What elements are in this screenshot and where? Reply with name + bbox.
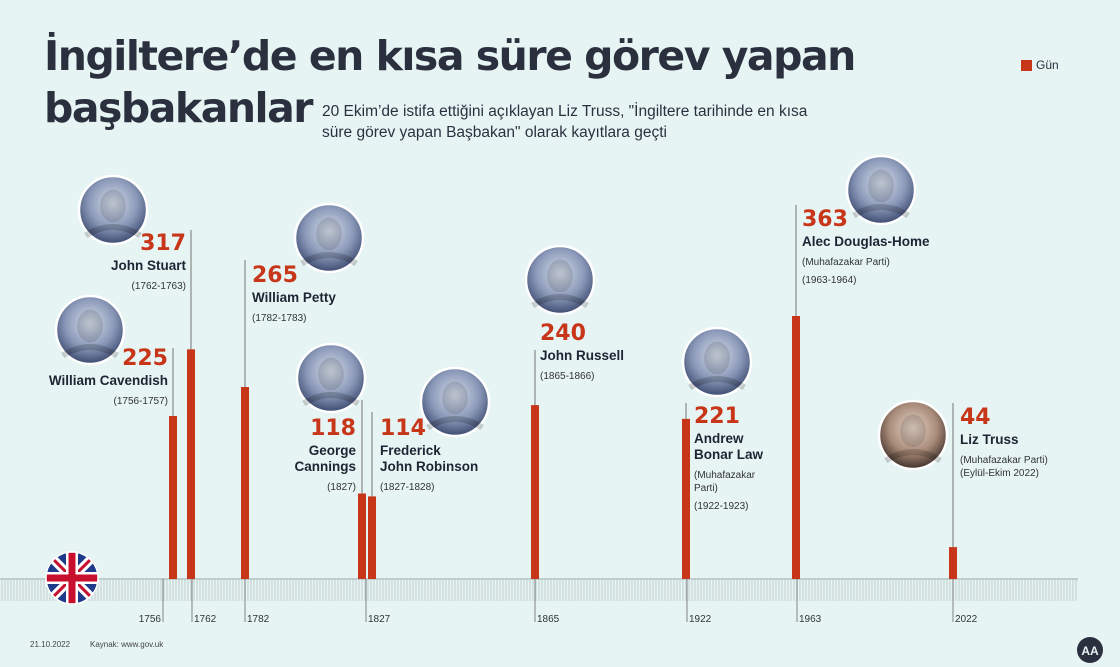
legend-swatch [1021, 59, 1032, 71]
portrait-photo [54, 294, 126, 366]
data-label-years: (1865-1866) [540, 371, 594, 382]
data-label-value: 240 [540, 321, 586, 346]
subtitle: 20 Ekim’de istifa ettiğini açıklayan Liz… [322, 101, 942, 143]
bar [368, 496, 376, 579]
title-line-1: İngiltere’de en kısa süre görev yapan [44, 32, 856, 80]
data-label-party: Parti) [694, 483, 718, 494]
data-label-party: (Muhafazakar [694, 470, 756, 481]
x-tick-label: 1922 [689, 614, 712, 625]
data-label-name: Liz Truss [960, 432, 1019, 447]
data-label-party: (Eylül-Ekim 2022) [960, 468, 1039, 479]
x-tick-label: 1963 [799, 614, 822, 625]
data-label-value: 265 [252, 263, 298, 288]
portrait-photo [877, 399, 949, 471]
x-tick-label: 1756 [139, 614, 162, 625]
x-tick-label: 1827 [368, 614, 391, 625]
data-label-value: 317 [140, 231, 186, 256]
data-label-name: George [309, 443, 357, 458]
data-label-name: Cannings [294, 459, 356, 474]
x-tick-label: 1762 [194, 614, 217, 625]
page-title: İngiltere’de en kısa süre görev yapan ba… [44, 30, 856, 134]
data-label-name: Frederick [380, 443, 441, 458]
data-label-value: 44 [960, 405, 991, 430]
bar [187, 349, 195, 579]
data-label-years: (1762-1763) [132, 281, 186, 292]
data-label-name: Alec Douglas-Home [802, 234, 930, 249]
data-label-years: (1922-1923) [694, 501, 748, 512]
data-label-party: (Muhafazakar Parti) [960, 455, 1048, 466]
data-label-years: (1827-1828) [380, 482, 434, 493]
data-label-years: (1827) [327, 482, 356, 493]
footer-source: Kaynak: www.gov.uk [90, 640, 164, 649]
portrait-photo [77, 174, 149, 246]
x-tick-label: 1782 [247, 614, 270, 625]
aa-logo-icon: AA [1077, 637, 1103, 663]
data-label-years: (1782-1783) [252, 313, 306, 324]
bar [682, 418, 690, 579]
bar [358, 493, 366, 579]
bar [792, 316, 800, 579]
legend-label: Gün [1036, 58, 1059, 72]
bar [949, 547, 957, 579]
data-label-name: William Cavendish [49, 373, 168, 388]
portrait-photo [419, 366, 491, 438]
data-label-name: John Russell [540, 348, 624, 363]
data-label-name: John Stuart [111, 258, 187, 273]
data-label-name: Andrew [694, 431, 744, 446]
subtitle-line-1: 20 Ekim’de istifa ettiğini açıklayan Liz… [322, 103, 808, 120]
portrait-photo [293, 202, 365, 274]
portrait-photo [524, 244, 596, 316]
portrait-photo [845, 154, 917, 226]
data-label-name: John Robinson [380, 459, 478, 474]
data-label-name: William Petty [252, 290, 336, 305]
data-label-value: 225 [122, 346, 168, 371]
bar [169, 415, 177, 579]
x-tick-label: 1865 [537, 614, 560, 625]
legend: Gün [1021, 58, 1059, 72]
data-label-years: (1756-1757) [114, 396, 168, 407]
aa-logo-text: AA [1081, 644, 1099, 658]
footer-date: 21.10.2022 [30, 640, 71, 649]
data-label-value: 363 [802, 207, 848, 232]
x-tick-label: 2022 [955, 614, 978, 625]
data-label-years: (1963-1964) [802, 275, 856, 286]
data-label-value: 118 [310, 416, 356, 441]
uk-flag-icon [46, 552, 98, 604]
data-label-value: 221 [694, 404, 740, 429]
title-line-2: başbakanlar [44, 84, 313, 132]
bar [241, 387, 249, 579]
data-label-name: Bonar Law [694, 447, 764, 462]
portrait-photo [295, 342, 367, 414]
data-label-value: 114 [380, 416, 426, 441]
flag-border [45, 551, 99, 605]
portrait-photo [681, 326, 753, 398]
subtitle-line-2: süre görev yapan Başbakan" olarak kayıtl… [322, 124, 667, 141]
bar [531, 405, 539, 579]
data-label-party: (Muhafazakar Parti) [802, 257, 890, 268]
